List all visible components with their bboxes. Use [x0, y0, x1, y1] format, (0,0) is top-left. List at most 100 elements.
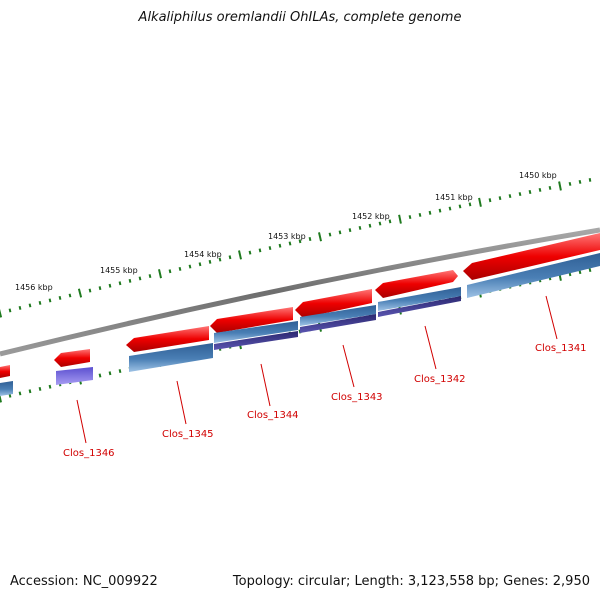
- outer-tick-ruler: [0, 178, 592, 318]
- genome-backbone: [0, 227, 600, 357]
- outer-ruler-minor-tick: [468, 202, 472, 207]
- gene-label-clos-1343[interactable]: Clos_1343: [331, 392, 383, 403]
- inner-ruler-minor-tick: [28, 389, 32, 394]
- gene-label-clos-1345[interactable]: Clos_1345: [162, 429, 214, 440]
- outer-ruler-minor-tick: [258, 248, 262, 253]
- outer-ruler-minor-tick: [148, 274, 152, 279]
- outer-ruler-minor-tick: [308, 236, 312, 242]
- outer-ruler-minor-tick: [498, 196, 502, 201]
- tick-label-1451: 1451 kbp: [435, 193, 473, 202]
- feature-clos-1346[interactable]: [56, 367, 93, 385]
- outer-ruler-minor-tick: [388, 219, 392, 224]
- cds-reverse-clos-1343[interactable]: [300, 305, 376, 326]
- outer-ruler-minor-tick: [48, 298, 52, 303]
- inner-ruler-minor-tick: [18, 391, 22, 396]
- outer-ruler-minor-tick: [68, 293, 72, 298]
- feature-clos-1344[interactable]: [214, 331, 298, 350]
- outer-ruler-minor-tick: [378, 221, 382, 226]
- outer-ruler-minor-tick: [588, 178, 592, 182]
- outer-ruler-minor-tick: [228, 255, 232, 260]
- outer-ruler-minor-tick: [338, 230, 342, 235]
- inner-ruler-minor-tick: [48, 384, 52, 389]
- feature-track: [56, 296, 461, 385]
- outer-ruler-minor-tick: [88, 288, 92, 293]
- leader-clos-1343: [342, 344, 355, 388]
- inner-ruler-minor-tick: [98, 373, 102, 378]
- inner-ruler-minor-tick: [578, 270, 582, 275]
- outer-ruler-minor-tick: [298, 239, 302, 244]
- cds-reverse-partial-left[interactable]: [0, 381, 13, 396]
- outer-ruler-minor-tick: [428, 210, 432, 215]
- inner-ruler-minor-tick: [588, 268, 592, 273]
- outer-ruler-major-tick: [558, 181, 562, 191]
- forward-cds-track: [0, 233, 600, 378]
- outer-ruler-minor-tick: [28, 303, 32, 308]
- gene-label-clos-1341[interactable]: Clos_1341: [535, 343, 587, 354]
- outer-ruler-minor-tick: [268, 246, 272, 251]
- feature-clos-1343[interactable]: [300, 314, 376, 333]
- outer-ruler-minor-tick: [358, 225, 362, 230]
- outer-ruler-minor-tick: [198, 262, 202, 267]
- feature-clos-1342[interactable]: [378, 296, 461, 317]
- outer-ruler-minor-tick: [548, 185, 552, 190]
- inner-ruler-minor-tick: [8, 393, 12, 398]
- outer-ruler-major-tick: [158, 269, 162, 279]
- outer-ruler-minor-tick: [288, 241, 292, 246]
- outer-ruler-minor-tick: [208, 259, 212, 264]
- outer-ruler-minor-tick: [178, 266, 182, 271]
- gene-label-clos-1342[interactable]: Clos_1342: [414, 374, 466, 385]
- outer-ruler-minor-tick: [138, 276, 142, 281]
- outer-ruler-minor-tick: [538, 187, 542, 192]
- outer-ruler-minor-tick: [528, 189, 532, 195]
- tick-label-1455: 1455 kbp: [100, 266, 138, 275]
- cds-reverse-clos-1341[interactable]: [467, 253, 600, 298]
- tick-label-1456: 1456 kbp: [15, 283, 53, 292]
- accession-text: Accession: NC_009922: [10, 574, 158, 589]
- outer-ruler-minor-tick: [438, 208, 442, 213]
- inner-ruler-minor-tick: [118, 369, 122, 374]
- outer-ruler-minor-tick: [488, 198, 492, 203]
- leader-clos-1342: [424, 325, 437, 370]
- cds-reverse-clos-1345[interactable]: [129, 343, 213, 372]
- leader-clos-1344: [260, 363, 271, 407]
- cds-forward-clos-1344[interactable]: [210, 307, 293, 333]
- outer-ruler-minor-tick: [18, 305, 22, 310]
- tick-label-1450: 1450 kbp: [519, 171, 557, 180]
- tick-labels: 1450 kbp 1451 kbp 1452 kbp 1453 kbp 1454…: [15, 171, 557, 292]
- cds-reverse-clos-1344[interactable]: [214, 321, 298, 343]
- tick-label-1453: 1453 kbp: [268, 232, 306, 241]
- outer-ruler-minor-tick: [508, 194, 512, 199]
- cds-reverse-clos-1342[interactable]: [378, 287, 461, 311]
- inner-ruler-minor-tick: [38, 386, 42, 391]
- cds-forward-clos-1343[interactable]: [295, 289, 372, 318]
- outer-ruler-minor-tick: [458, 204, 462, 209]
- outer-ruler-minor-tick: [418, 212, 422, 217]
- outer-ruler-minor-tick: [8, 308, 12, 313]
- outer-ruler-minor-tick: [38, 300, 42, 305]
- gene-label-leaders: [76, 295, 558, 444]
- leader-clos-1346: [76, 399, 87, 444]
- inner-ruler-minor-tick: [108, 371, 112, 376]
- tick-label-1452: 1452 kbp: [352, 212, 390, 221]
- topology-text: Topology: circular; Length: 3,123,558 bp…: [232, 574, 590, 589]
- tick-label-1454: 1454 kbp: [184, 250, 222, 259]
- outer-ruler-minor-tick: [448, 206, 452, 211]
- cds-forward-clos-1346[interactable]: [54, 349, 90, 367]
- outer-ruler-major-tick: [238, 250, 242, 260]
- cds-forward-clos-1341[interactable]: [463, 233, 600, 280]
- cds-forward-clos-1345[interactable]: [126, 326, 209, 352]
- outer-ruler-minor-tick: [568, 181, 572, 186]
- outer-ruler-minor-tick: [408, 215, 412, 220]
- outer-ruler-major-tick: [318, 232, 322, 242]
- outer-ruler-minor-tick: [328, 232, 332, 237]
- outer-ruler-minor-tick: [108, 283, 112, 288]
- outer-ruler-minor-tick: [128, 278, 132, 283]
- gene-labels: Clos_1341 Clos_1342 Clos_1343 Clos_1344 …: [63, 343, 587, 459]
- gene-label-clos-1346[interactable]: Clos_1346: [63, 448, 115, 459]
- outer-ruler-minor-tick: [348, 228, 352, 233]
- gene-label-clos-1344[interactable]: Clos_1344: [247, 410, 299, 421]
- cds-forward-partial-left[interactable]: [0, 365, 10, 378]
- outer-ruler-minor-tick: [168, 269, 172, 274]
- cds-forward-clos-1342[interactable]: [375, 270, 458, 298]
